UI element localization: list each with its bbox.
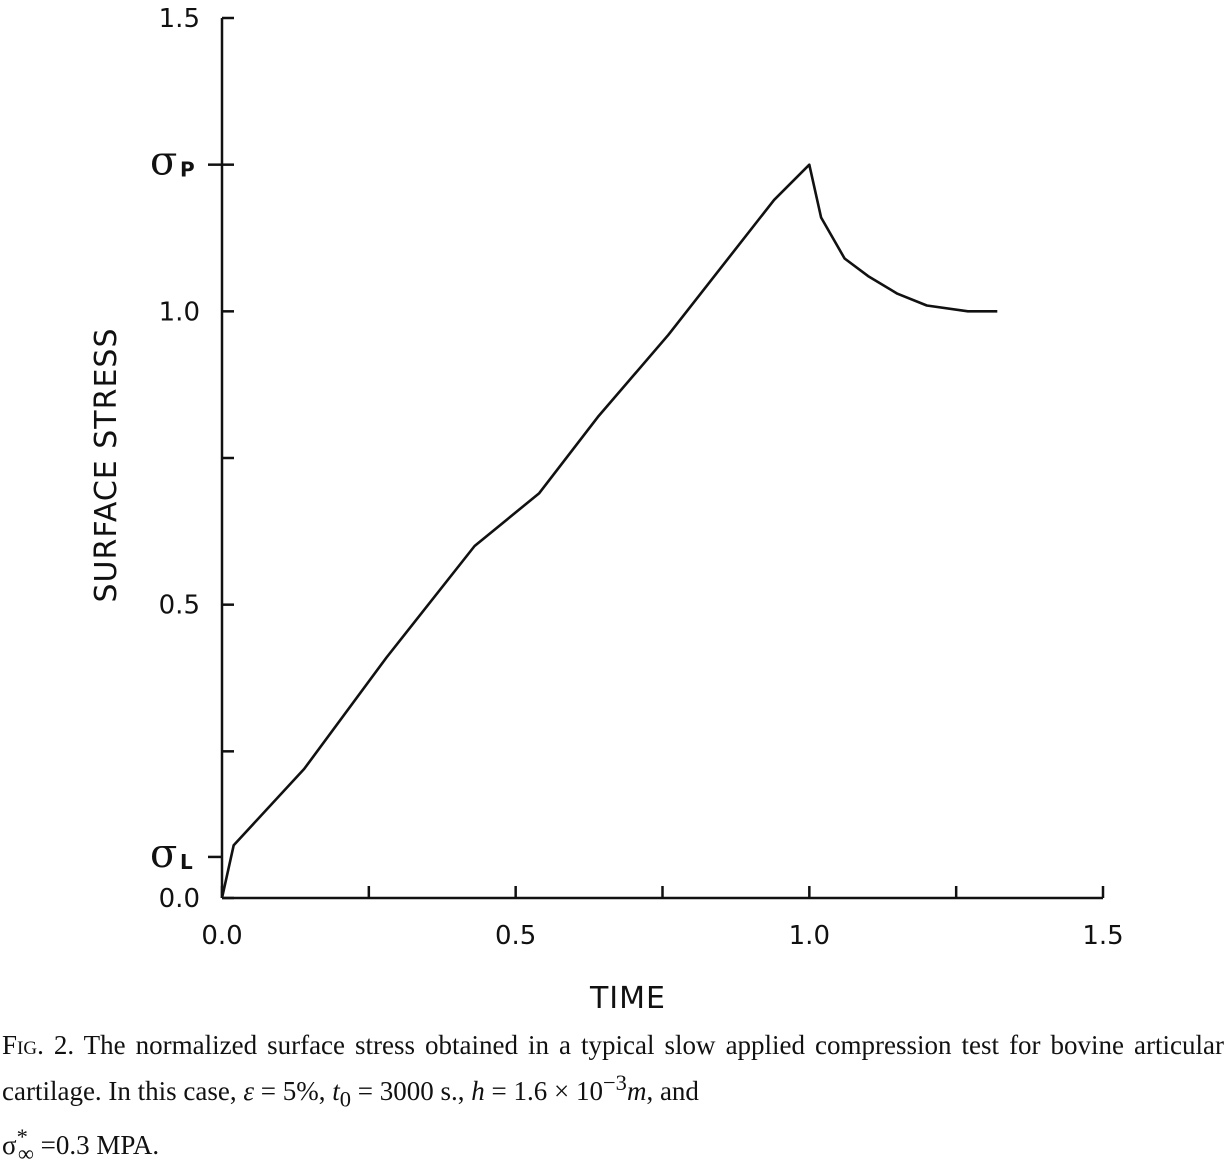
axes bbox=[220, 18, 1103, 900]
figure-caption: Fig. 2. The normalized surface stress ob… bbox=[2, 1026, 1224, 1173]
sigma-infinity: ∞ bbox=[17, 1140, 34, 1166]
sigma-subscript-l: L bbox=[180, 850, 193, 874]
x-tick-label: 1.0 bbox=[789, 921, 830, 951]
h-value: = 1.6 × 10 bbox=[484, 1076, 603, 1106]
h-symbol: h bbox=[471, 1076, 485, 1106]
epsilon-symbol: ε bbox=[243, 1076, 255, 1106]
caption-line2: for bovine articular cartilage. In this … bbox=[2, 1030, 1224, 1106]
y-tick-label: 0.0 bbox=[159, 884, 200, 914]
t-value: = 3000 s., bbox=[351, 1076, 472, 1106]
y-tick-label: 0.5 bbox=[159, 591, 200, 621]
t-symbol: t bbox=[332, 1076, 340, 1106]
x-tick-label: 0.5 bbox=[495, 921, 536, 951]
sigma-star: * bbox=[16, 1124, 28, 1150]
caption-label: Fig. 2. bbox=[2, 1030, 75, 1060]
x-tick-label: 0.0 bbox=[201, 921, 242, 951]
chart: 0.0 0.5 1.0 1.50.00.51.01.5σ Lσ P TIME SURFAC… bbox=[89, 4, 1124, 1016]
sigma-value: =0.3 MPA. bbox=[33, 1130, 160, 1161]
sigma-subscript-p: P bbox=[180, 158, 195, 182]
sigma-label-p: σ bbox=[150, 139, 177, 185]
y-axis-title: SURFACE STRESS bbox=[89, 327, 124, 602]
y-tick-label: 1.0 bbox=[159, 297, 200, 327]
t-subscript: 0 bbox=[339, 1086, 352, 1112]
x-tick-label: 1.5 bbox=[1082, 921, 1123, 951]
and-text: , and bbox=[646, 1076, 699, 1106]
caption-line1: The normalized surface stress obtained i… bbox=[83, 1030, 1000, 1060]
epsilon-value: = 5%, bbox=[254, 1076, 333, 1106]
sigma-label-l: σ bbox=[150, 831, 177, 877]
series-line-0 bbox=[220, 163, 998, 899]
m-symbol: m bbox=[626, 1076, 647, 1106]
y-tick-label: 1.5 bbox=[159, 4, 200, 34]
h-exponent: −3 bbox=[602, 1070, 627, 1095]
sigma-inf-symbol: σ bbox=[2, 1130, 17, 1161]
ticks bbox=[208, 16, 1105, 900]
series-layer bbox=[220, 163, 998, 899]
x-axis-title: TIME bbox=[589, 981, 666, 1016]
tick-labels: 0.0 0.5 1.0 1.50.00.51.01.5σ Lσ P bbox=[150, 4, 1124, 951]
